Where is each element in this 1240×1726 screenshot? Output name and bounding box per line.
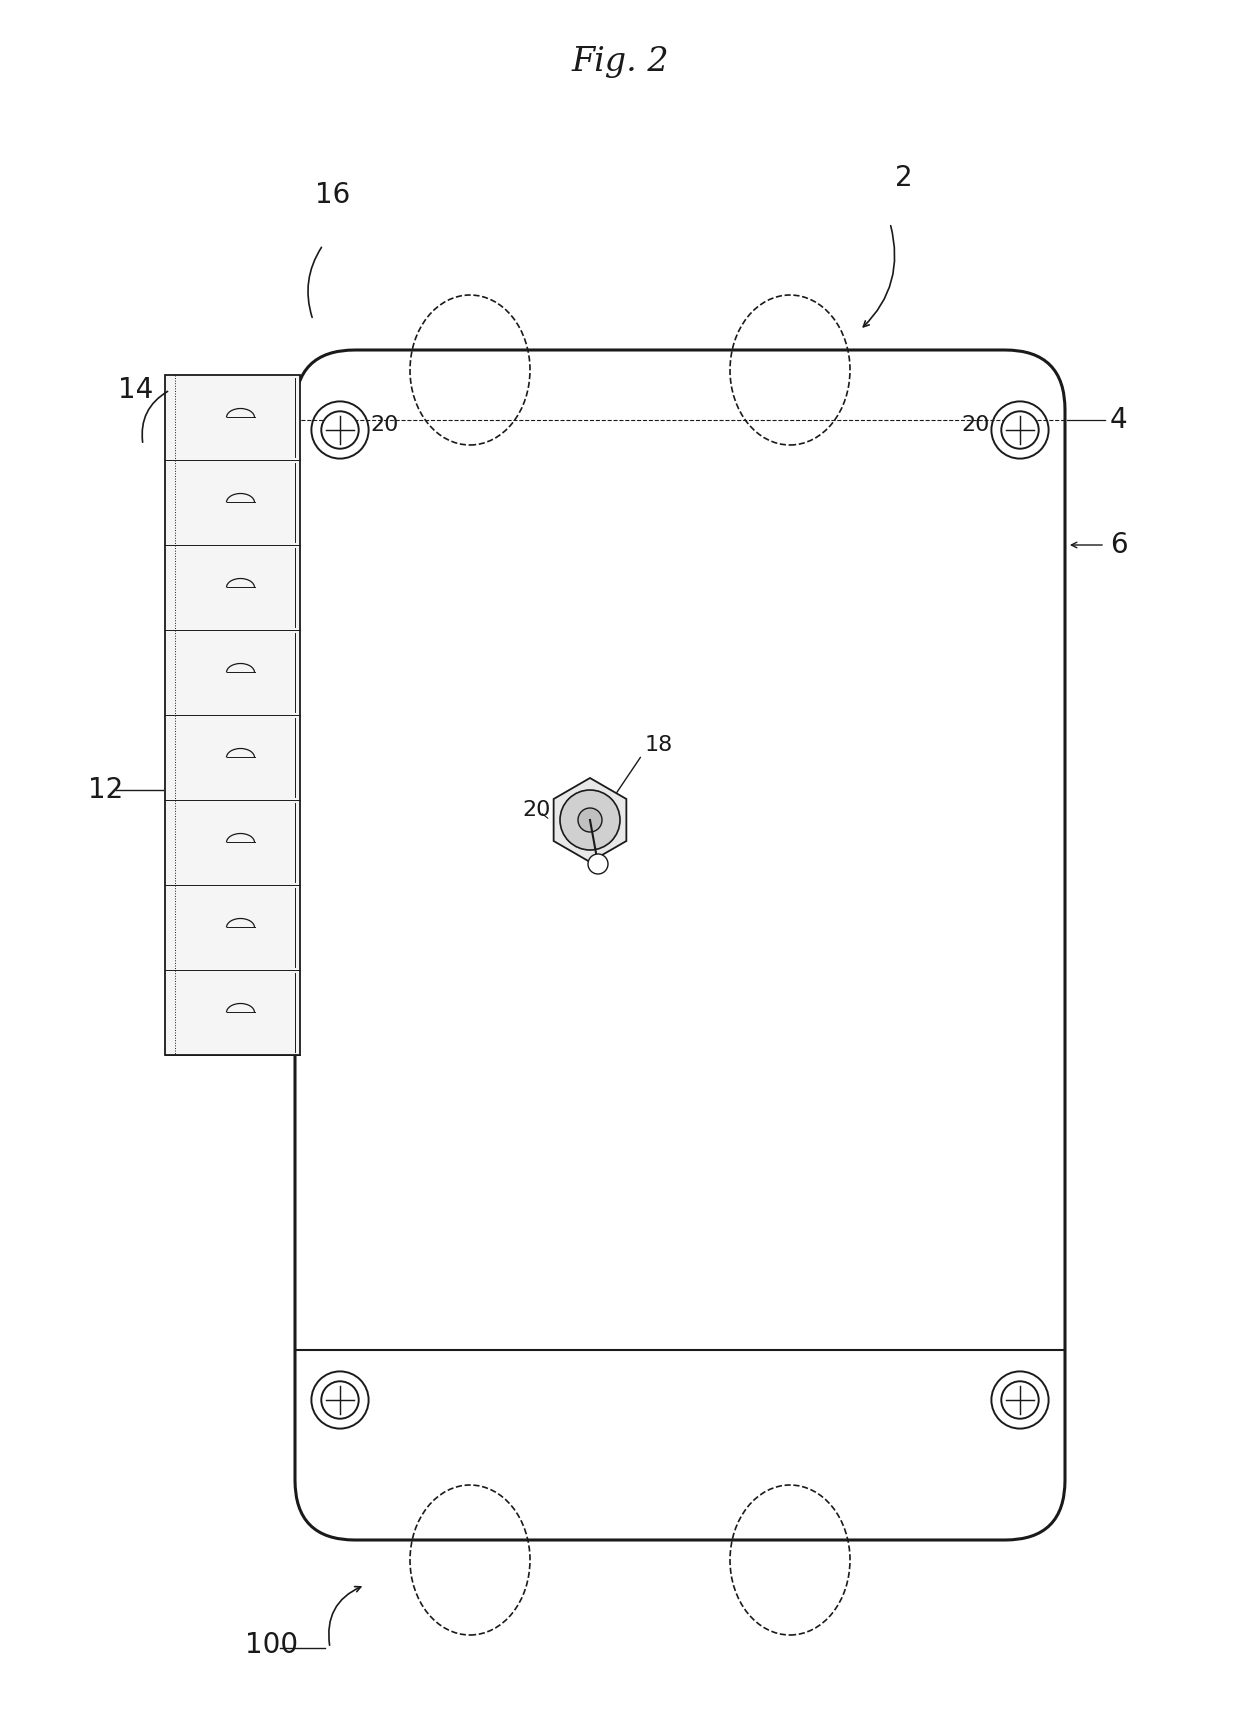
Text: 2: 2 [895,164,913,192]
Text: 18: 18 [645,735,673,754]
Text: 12: 12 [88,777,123,804]
Text: 20: 20 [370,414,398,435]
Circle shape [1002,411,1039,449]
Circle shape [588,854,608,873]
Text: 16: 16 [315,181,350,209]
Polygon shape [165,375,300,1055]
Text: 20: 20 [962,414,990,435]
Circle shape [321,1381,358,1419]
Text: 6: 6 [1110,532,1127,559]
Circle shape [321,411,358,449]
Circle shape [578,808,601,832]
Text: 20: 20 [522,799,551,820]
Text: 14: 14 [118,376,154,404]
Text: 100: 100 [246,1631,298,1659]
Circle shape [1002,1381,1039,1419]
Text: 4: 4 [1110,406,1127,433]
Circle shape [560,791,620,849]
FancyBboxPatch shape [295,350,1065,1540]
Polygon shape [553,778,626,861]
Text: Fig. 2: Fig. 2 [572,47,668,78]
